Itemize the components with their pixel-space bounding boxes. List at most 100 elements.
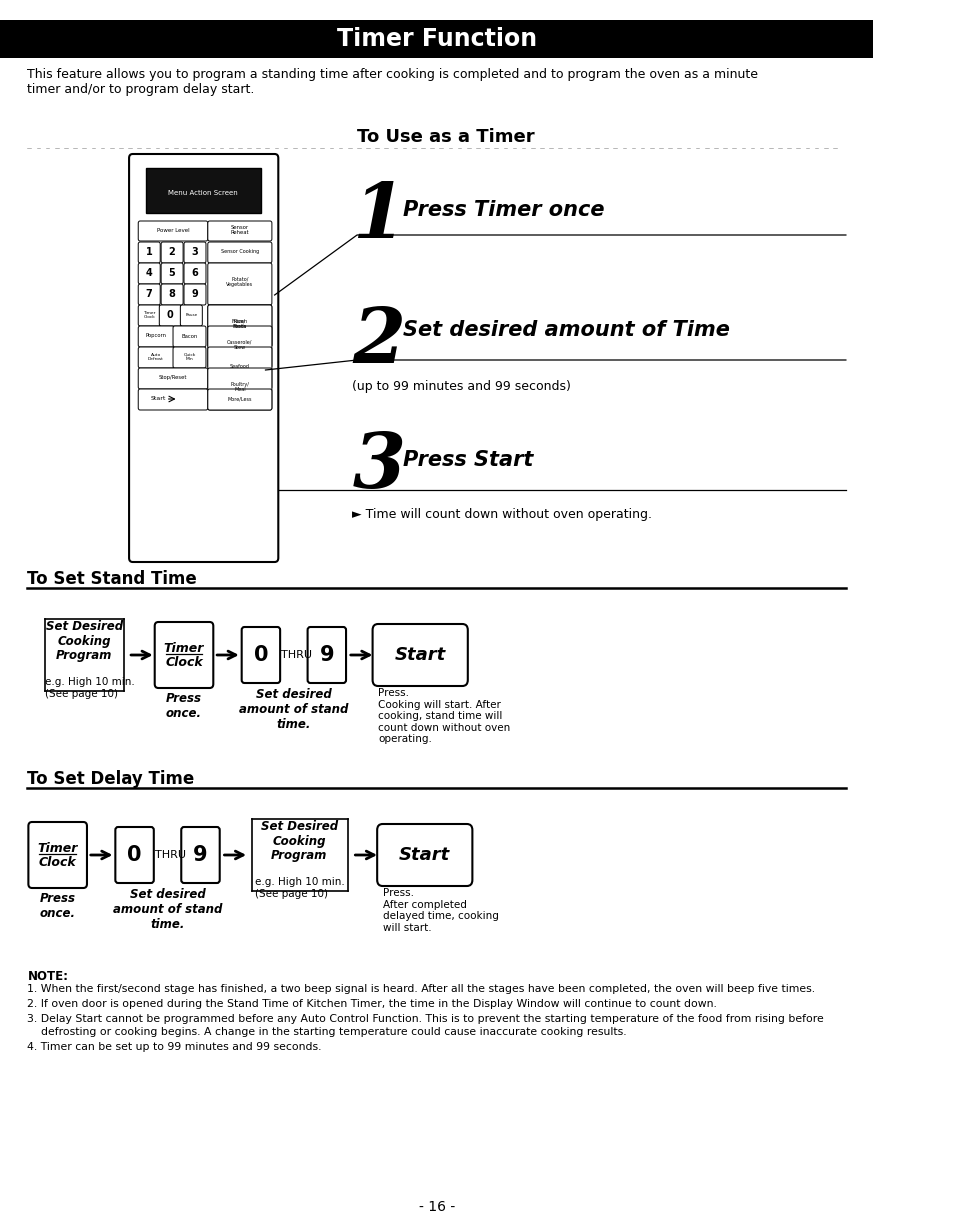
FancyBboxPatch shape — [138, 242, 160, 263]
Text: 2: 2 — [352, 305, 405, 379]
Text: e.g. High 10 min.
(See page 10): e.g. High 10 min. (See page 10) — [255, 878, 345, 898]
FancyBboxPatch shape — [376, 823, 472, 886]
Text: Press.
Cooking will start. After
cooking, stand time will
count down without ove: Press. Cooking will start. After cooking… — [377, 688, 510, 745]
Text: 3: 3 — [352, 430, 405, 504]
FancyBboxPatch shape — [184, 263, 206, 284]
Text: 0: 0 — [253, 645, 268, 665]
Text: 9: 9 — [319, 645, 334, 665]
Text: Press.
After completed
delayed time, cooking
will start.: Press. After completed delayed time, coo… — [382, 889, 498, 933]
Text: This feature allows you to program a standing time after cooking is completed an: This feature allows you to program a sta… — [28, 68, 758, 96]
Text: THRU: THRU — [154, 850, 186, 860]
FancyBboxPatch shape — [208, 367, 272, 410]
Text: To Set Stand Time: To Set Stand Time — [28, 570, 197, 587]
Text: 9: 9 — [193, 846, 208, 865]
FancyBboxPatch shape — [29, 822, 87, 889]
FancyBboxPatch shape — [208, 305, 272, 347]
Text: 5: 5 — [169, 268, 175, 278]
Text: Clock: Clock — [165, 655, 203, 669]
FancyBboxPatch shape — [115, 827, 153, 882]
FancyBboxPatch shape — [184, 242, 206, 263]
FancyBboxPatch shape — [208, 263, 272, 305]
Text: 1: 1 — [352, 179, 405, 254]
Text: Pause: Pause — [185, 313, 197, 317]
Text: Menu Action Screen: Menu Action Screen — [168, 190, 238, 195]
FancyBboxPatch shape — [138, 367, 208, 390]
FancyBboxPatch shape — [161, 263, 183, 284]
Text: Press Start: Press Start — [402, 450, 533, 469]
Text: Quick
Min: Quick Min — [183, 353, 195, 361]
Text: Clock: Clock — [39, 855, 76, 869]
Text: 2. If oven door is opened during the Stand Time of Kitchen Timer, the time in th: 2. If oven door is opened during the Sta… — [28, 999, 717, 1009]
Bar — [147, 168, 260, 213]
Text: defrosting or cooking begins. A change in the starting temperature could cause i: defrosting or cooking begins. A change i… — [28, 1027, 626, 1037]
Text: Start: Start — [395, 646, 445, 664]
FancyBboxPatch shape — [172, 347, 206, 367]
Text: 0: 0 — [167, 310, 173, 320]
Text: - 16 -: - 16 - — [418, 1200, 455, 1214]
FancyBboxPatch shape — [208, 326, 272, 367]
FancyBboxPatch shape — [138, 347, 173, 367]
Text: Casserole/
Stew: Casserole/ Stew — [227, 339, 253, 350]
Text: 4. Timer can be set up to 99 minutes and 99 seconds.: 4. Timer can be set up to 99 minutes and… — [28, 1042, 321, 1052]
FancyBboxPatch shape — [184, 284, 206, 305]
Text: More/Less: More/Less — [228, 397, 252, 402]
Text: Sensor Cooking: Sensor Cooking — [220, 249, 258, 254]
Text: Timer Function: Timer Function — [336, 27, 537, 50]
FancyBboxPatch shape — [138, 263, 160, 284]
Text: Start: Start — [151, 397, 166, 402]
Text: 9: 9 — [192, 289, 198, 299]
FancyBboxPatch shape — [129, 154, 278, 562]
Text: (up to 99 minutes and 99 seconds): (up to 99 minutes and 99 seconds) — [352, 380, 571, 393]
Text: Timer: Timer — [37, 842, 78, 854]
Text: Frozen
Foods: Frozen Foods — [232, 318, 248, 329]
Text: Press
once.: Press once. — [40, 892, 75, 921]
Text: 2: 2 — [169, 247, 175, 257]
Text: Set desired
amount of stand
time.: Set desired amount of stand time. — [239, 688, 348, 731]
FancyBboxPatch shape — [208, 305, 272, 347]
FancyBboxPatch shape — [161, 284, 183, 305]
Text: 4: 4 — [146, 268, 152, 278]
Text: Seafood: Seafood — [230, 364, 250, 369]
Text: Bacon: Bacon — [181, 333, 197, 338]
FancyBboxPatch shape — [307, 627, 346, 683]
FancyBboxPatch shape — [373, 624, 467, 686]
Text: NOTE:: NOTE: — [28, 970, 69, 983]
FancyBboxPatch shape — [138, 221, 208, 241]
FancyBboxPatch shape — [159, 305, 181, 326]
Text: 3. Delay Start cannot be programmed before any Auto Control Function. This is to: 3. Delay Start cannot be programmed befo… — [28, 1014, 823, 1024]
Text: 1. When the first/second stage has finished, a two beep signal is heard. After a: 1. When the first/second stage has finis… — [28, 984, 815, 994]
Text: e.g. High 10 min.
(See page 10): e.g. High 10 min. (See page 10) — [45, 677, 134, 698]
FancyBboxPatch shape — [138, 390, 208, 410]
Text: Timer
Clock: Timer Clock — [143, 311, 155, 320]
FancyBboxPatch shape — [180, 305, 202, 326]
Bar — [0, 20, 872, 58]
Text: 8: 8 — [169, 289, 175, 299]
Text: Press
once.: Press once. — [166, 692, 202, 720]
Text: To Use as a Timer: To Use as a Timer — [356, 128, 534, 146]
Text: Popcorn: Popcorn — [145, 333, 166, 338]
FancyBboxPatch shape — [241, 627, 280, 683]
FancyBboxPatch shape — [154, 622, 213, 688]
Text: Poultry/
Meal: Poultry/ Meal — [231, 381, 249, 392]
Text: Set Desired
Cooking
Program: Set Desired Cooking Program — [260, 820, 337, 863]
Text: Set desired amount of Time: Set desired amount of Time — [402, 320, 729, 340]
FancyBboxPatch shape — [208, 390, 272, 410]
FancyBboxPatch shape — [138, 305, 160, 326]
Text: Rice/
Pasta: Rice/ Pasta — [233, 318, 246, 329]
Text: Potato/
Vegetables: Potato/ Vegetables — [226, 277, 253, 288]
Text: Start: Start — [398, 846, 450, 864]
Text: 3: 3 — [192, 247, 198, 257]
Text: Timer: Timer — [164, 642, 204, 655]
Text: Set desired
amount of stand
time.: Set desired amount of stand time. — [112, 889, 222, 932]
Text: Power Level: Power Level — [156, 227, 189, 232]
Text: To Set Delay Time: To Set Delay Time — [28, 771, 194, 788]
Text: 0: 0 — [127, 846, 142, 865]
FancyBboxPatch shape — [161, 242, 183, 263]
Text: 7: 7 — [146, 289, 152, 299]
Text: ► Time will count down without oven operating.: ► Time will count down without oven oper… — [352, 508, 652, 521]
Text: THRU: THRU — [281, 650, 312, 660]
FancyBboxPatch shape — [208, 347, 272, 390]
FancyBboxPatch shape — [208, 242, 272, 263]
Text: Auto
Defrost: Auto Defrost — [148, 353, 163, 361]
Text: Press Timer once: Press Timer once — [402, 200, 603, 220]
